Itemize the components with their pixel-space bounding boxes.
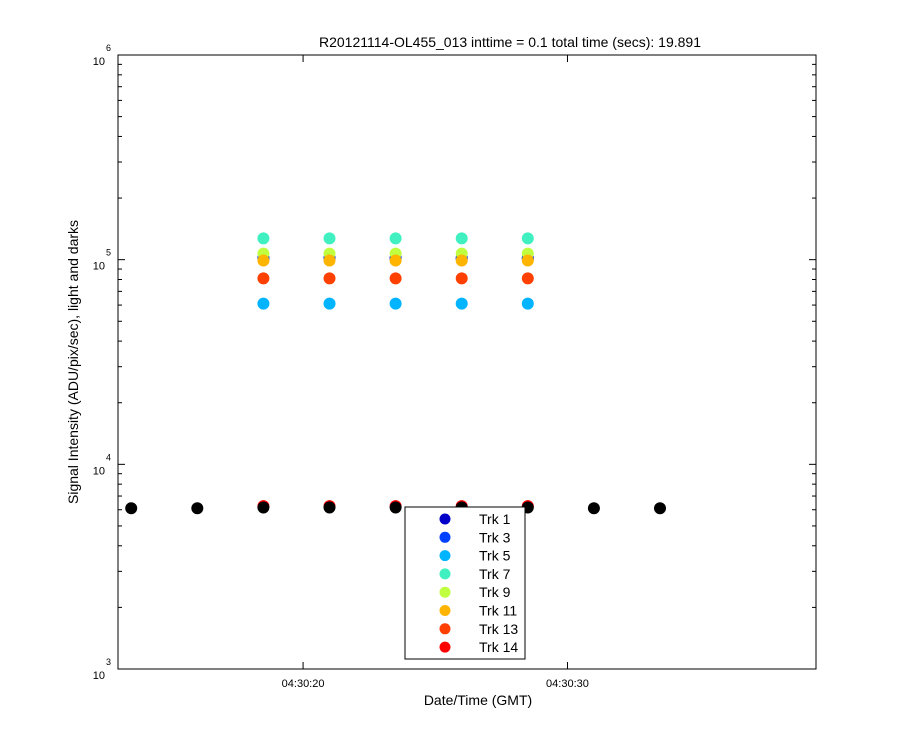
- data-point: [323, 254, 336, 267]
- y-tick-label: 10: [93, 56, 105, 68]
- y-tick-label: 10: [93, 261, 105, 273]
- x-axis-label: Date/Time (GMT): [424, 692, 532, 708]
- data-point: [323, 272, 336, 285]
- legend-marker: [439, 641, 451, 653]
- legend-box: [404, 506, 526, 660]
- legend-label: Trk 9: [479, 584, 511, 600]
- legend-label: Trk 14: [479, 639, 518, 655]
- data-point: [323, 297, 336, 310]
- data-point: [257, 297, 270, 310]
- chart-title: R20121114-OL455_013 inttime = 0.1 total …: [319, 34, 701, 50]
- series-trk-5: [257, 297, 534, 310]
- legend-marker: [439, 568, 451, 580]
- legend-label: Trk 13: [479, 621, 518, 637]
- data-point: [125, 502, 138, 515]
- legend-label: Trk 5: [479, 548, 511, 564]
- legend-marker: [439, 513, 451, 525]
- legend-marker: [439, 586, 451, 598]
- legend-marker: [439, 550, 451, 562]
- y-tick-exponent: 3: [106, 657, 111, 667]
- data-point: [521, 254, 534, 267]
- legend-label: Trk 3: [479, 529, 511, 545]
- data-point: [455, 232, 468, 245]
- data-point: [521, 297, 534, 310]
- data-point: [389, 272, 402, 285]
- series-trk-7: [257, 232, 534, 245]
- data-point: [257, 254, 270, 267]
- y-axis-label: Signal Intensity (ADU/pix/sec), light an…: [65, 220, 81, 504]
- legend-marker: [439, 605, 451, 616]
- legend-label: Trk 7: [479, 566, 511, 582]
- legend-label: Trk 11: [479, 603, 517, 619]
- data-point: [323, 232, 336, 245]
- data-points: [125, 232, 667, 515]
- data-point: [191, 502, 204, 515]
- data-point: [257, 232, 270, 245]
- x-tick-label: 04:30:30: [546, 678, 589, 690]
- legend-label: Trk 1: [479, 511, 511, 527]
- y-tick-exponent: 6: [106, 43, 111, 53]
- series-trk-13: [257, 272, 534, 285]
- y-tick-exponent: 4: [106, 452, 111, 462]
- legend-marker: [439, 531, 451, 543]
- data-point: [521, 232, 534, 245]
- data-point: [587, 502, 600, 515]
- data-point: [257, 272, 270, 285]
- y-tick-label: 10: [93, 670, 105, 682]
- data-point: [257, 501, 270, 514]
- data-point: [521, 272, 534, 285]
- data-point: [389, 297, 402, 310]
- x-tick-label: 04:30:20: [282, 678, 325, 690]
- data-point: [455, 254, 468, 267]
- series-trk-11: [257, 254, 534, 267]
- data-point: [323, 501, 336, 514]
- data-point: [654, 502, 667, 515]
- legend-marker: [439, 623, 451, 635]
- data-point: [389, 232, 402, 245]
- y-tick-label: 10: [93, 465, 105, 477]
- data-point: [389, 254, 402, 267]
- y-tick-exponent: 5: [106, 248, 111, 258]
- data-point: [455, 272, 468, 285]
- plot-frame: [117, 54, 817, 670]
- data-point: [389, 501, 402, 514]
- legend: Trk 1 Trk 3 Trk 5 Trk 7 Trk 9 Trk 11 Trk 13 Trk…: [404, 506, 526, 660]
- data-point: [455, 297, 468, 310]
